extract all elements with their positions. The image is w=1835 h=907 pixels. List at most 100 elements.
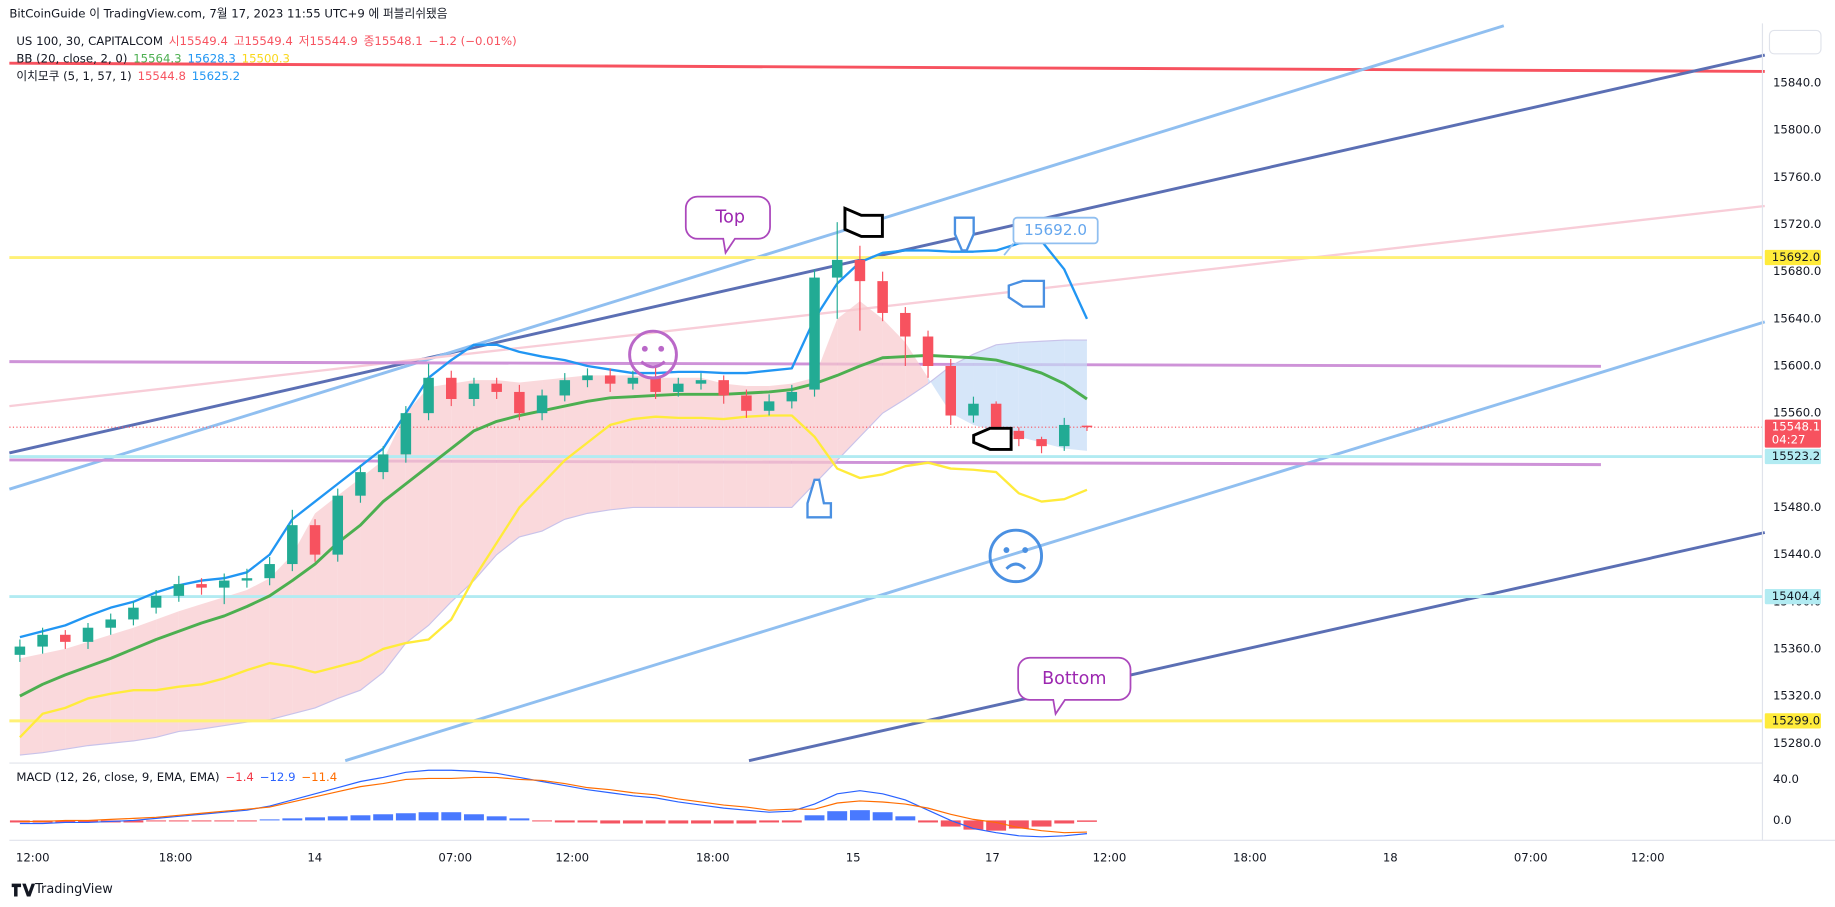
candle-body	[1058, 424, 1070, 447]
candle-body	[241, 578, 253, 581]
macd-hist-bar	[259, 819, 280, 821]
legend-bb-upper: 15628.3	[187, 51, 235, 65]
cloud-segment	[19, 653, 43, 756]
macd-hist-bar	[622, 820, 643, 824]
candle-body	[332, 495, 344, 555]
cloud-segment	[700, 377, 724, 508]
hand-icon	[843, 206, 884, 238]
candle-body	[196, 584, 207, 588]
cloud-segment	[246, 578, 270, 723]
cloud-segment	[224, 589, 247, 726]
macd-hist-bar	[940, 820, 961, 827]
annotations: Top Bottom 15692.0	[628, 195, 1132, 717]
macd-hist-bar	[395, 813, 416, 821]
legend-symbol: US 100, 30, CAPITALCOM	[16, 33, 163, 47]
price-tag-time: 04:27	[1772, 433, 1806, 447]
macd-line	[19, 769, 1088, 838]
macd-hist-bar	[577, 820, 598, 823]
legend-bb: BB (20, close, 2, 0)	[16, 51, 127, 65]
annotation-text: 15692.0	[1024, 221, 1087, 239]
smiley-mouth	[640, 360, 666, 369]
macd-hist-bar	[486, 816, 507, 821]
legend-bb-lower: 15500.3	[242, 51, 290, 65]
cloud-segment	[973, 344, 997, 431]
legend-bb-basis: 15564.3	[133, 51, 181, 65]
macd-hist-bar	[554, 820, 575, 823]
y-tick-label: 15680.0	[1773, 264, 1821, 278]
cloud-segment	[201, 597, 225, 730]
macd-hist-bar	[327, 816, 348, 821]
smiley-eye	[658, 345, 665, 352]
x-tick-label: 18:00	[1233, 850, 1267, 864]
cloud-segment	[156, 611, 179, 738]
x-tick-label: 18:00	[696, 850, 730, 864]
sad-icon	[988, 528, 1044, 584]
sad-eye	[1003, 547, 1010, 553]
candle-body	[150, 595, 162, 608]
candle-body	[990, 403, 1002, 431]
cloud-segment	[814, 318, 838, 484]
macd-hist-bar	[214, 820, 235, 822]
y-tick-label: 15320.0	[1773, 689, 1821, 703]
cloud-segment	[882, 318, 906, 414]
macd-hist-bar	[350, 815, 371, 821]
indicator-line	[19, 353, 1088, 698]
cloud-segment	[632, 375, 656, 508]
macd-hist-bar	[963, 820, 984, 830]
candle-body	[468, 383, 480, 400]
candle-body	[1036, 439, 1047, 447]
cloud-segment	[610, 375, 633, 510]
footer-brand: TradingView	[34, 882, 113, 897]
y-tick-label: 15360.0	[1773, 641, 1821, 655]
x-tick-label: 18:00	[159, 850, 193, 864]
annotation-text: Top	[714, 208, 745, 228]
candle-body	[559, 380, 571, 396]
macd-hist-bar	[373, 814, 394, 821]
hand-icon	[1007, 279, 1046, 308]
hand-icon	[953, 216, 975, 252]
cloud-segment	[269, 554, 293, 720]
macd-hist-bar	[464, 814, 484, 821]
y-tick-label: 15720.0	[1773, 217, 1821, 231]
candle-body	[718, 380, 729, 396]
axis-button[interactable]	[1768, 29, 1822, 55]
macd-hist-bar	[305, 817, 325, 821]
candle-body	[922, 336, 934, 366]
macd-hist-bar	[55, 820, 76, 823]
candle-body	[650, 377, 661, 392]
candle-body	[514, 391, 525, 414]
x-tick-label: 12:00	[1631, 850, 1665, 864]
sad-eye	[1022, 547, 1029, 553]
macd-hist-bar	[668, 820, 689, 824]
macd-hist-bar	[532, 820, 553, 822]
legend-open: 시15549.4	[169, 33, 228, 47]
cloud-segment	[110, 627, 134, 744]
cloud-segment	[383, 413, 406, 673]
candle-body	[218, 580, 230, 588]
y-tick-label: 15800.0	[1773, 123, 1821, 137]
macd-hist-bar	[600, 820, 621, 824]
cloud-span-b	[19, 339, 1087, 756]
price-tag	[1764, 588, 1821, 605]
cloud-segment	[178, 604, 202, 732]
candle-body	[355, 472, 366, 496]
legend-row: BB (20, close, 2, 0) 15564.3 15628.3 15500.…	[16, 51, 290, 65]
cloud-segment	[655, 377, 679, 508]
macd-hist-bar	[168, 820, 189, 822]
x-tick-label: 18	[1383, 850, 1398, 864]
candle-body	[945, 365, 957, 416]
macd-hist-bar	[1054, 820, 1075, 824]
price-tag-label: 15548.1	[1772, 420, 1820, 434]
cloud-segment	[564, 375, 588, 520]
x-tick-label: 12:00	[1093, 850, 1127, 864]
candle-body	[128, 607, 139, 620]
macd-tick-label: 0.0	[1773, 813, 1792, 827]
trend-line	[748, 531, 1766, 763]
published-note: BitCoinGuide 이 TradingView.com, 7월 17, 2…	[9, 7, 447, 21]
legend-ich-a: 15544.8	[138, 69, 186, 83]
macd-hist-bar	[895, 816, 916, 821]
legend-row: 이치모쿠 (5, 1, 57, 1) 15544.8 15625.2	[16, 69, 240, 83]
y-tick-label: 15440.0	[1773, 547, 1821, 561]
macd-hist-bar	[804, 815, 825, 821]
